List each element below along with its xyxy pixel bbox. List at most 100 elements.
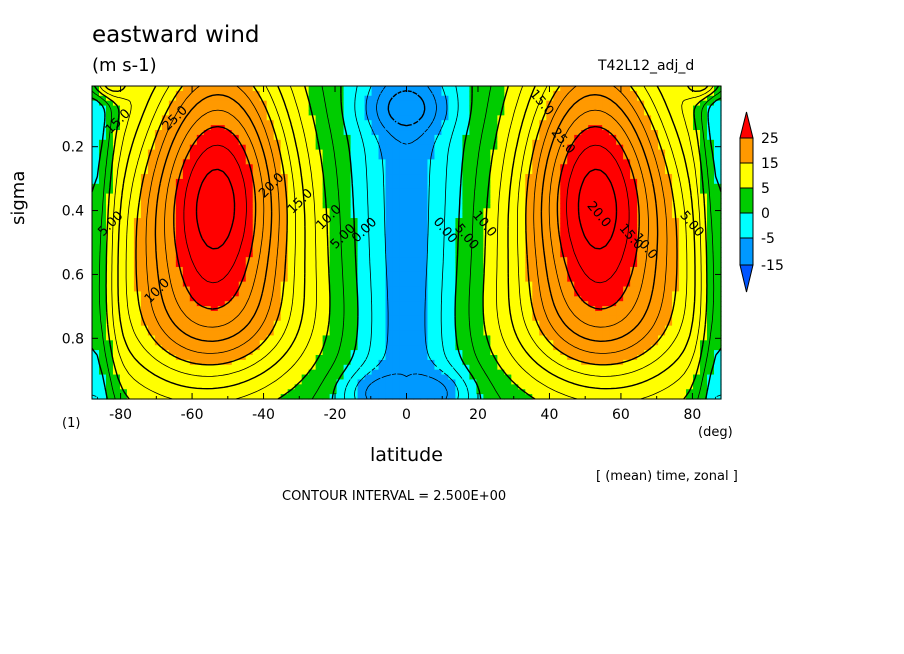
field-cell — [399, 130, 408, 136]
field-cell — [133, 164, 142, 170]
field-cell — [133, 354, 142, 361]
field-cell — [378, 364, 387, 371]
field-cell — [476, 291, 484, 297]
field-cell — [567, 281, 575, 288]
field-cell — [399, 374, 408, 381]
field-cell — [322, 149, 331, 156]
field-cell — [259, 232, 268, 239]
field-cell — [630, 227, 638, 234]
field-cell — [532, 335, 540, 341]
field-cell — [224, 242, 233, 248]
field-cell — [630, 247, 638, 253]
field-cell — [273, 134, 282, 141]
field-cell — [539, 301, 547, 307]
field-cell — [525, 115, 533, 121]
field-cell — [504, 139, 512, 146]
field-cell — [511, 178, 519, 185]
field-cell — [140, 350, 149, 356]
field-cell — [294, 159, 303, 165]
field-cell — [294, 315, 303, 322]
field-cell — [315, 252, 324, 258]
field-cell — [371, 139, 380, 146]
field-cell — [427, 262, 436, 268]
field-cell — [560, 369, 568, 376]
field-cell — [616, 95, 624, 102]
field-cell — [315, 286, 324, 293]
field-cell — [392, 149, 401, 156]
field-cell — [392, 262, 401, 268]
field-cell — [119, 120, 128, 126]
field-cell — [420, 257, 429, 263]
field-cell — [350, 193, 359, 200]
field-cell — [623, 394, 631, 400]
field-cell — [133, 310, 142, 317]
field-cell — [441, 257, 450, 263]
field-cell — [574, 247, 582, 253]
field-cell — [574, 286, 582, 293]
field-cell — [112, 159, 121, 165]
field-cell — [154, 198, 163, 204]
field-cell — [455, 271, 464, 278]
field-cell — [532, 86, 540, 92]
field-cell — [420, 134, 429, 141]
field-cell — [630, 218, 638, 224]
field-cell — [350, 154, 359, 160]
field-cell — [350, 310, 359, 317]
field-cell — [588, 149, 596, 156]
field-cell — [427, 115, 436, 121]
field-cell — [140, 315, 149, 322]
field-cell — [623, 164, 631, 170]
field-cell — [98, 325, 107, 332]
field-cell — [455, 266, 464, 273]
field-cell — [399, 384, 408, 390]
field-cell — [245, 257, 254, 263]
field-cell — [92, 394, 100, 400]
field-cell — [350, 183, 359, 190]
field-cell — [469, 164, 477, 170]
field-cell — [182, 193, 191, 200]
field-cell — [525, 310, 533, 317]
field-cell — [154, 306, 163, 312]
field-cell — [294, 350, 303, 356]
field-cell — [231, 169, 240, 175]
field-cell — [525, 257, 533, 263]
field-cell — [147, 218, 156, 224]
field-cell — [441, 125, 450, 131]
field-cell — [182, 90, 191, 97]
field-cell — [301, 188, 310, 195]
field-cell — [630, 130, 638, 136]
field-cell — [357, 384, 366, 390]
field-cell — [441, 218, 450, 224]
field-cell — [511, 208, 519, 214]
field-cell — [476, 115, 484, 121]
field-cell — [357, 335, 366, 341]
field-cell — [126, 276, 135, 283]
field-cell — [406, 394, 415, 400]
field-cell — [315, 174, 324, 180]
field-cell — [462, 281, 470, 288]
field-cell — [224, 389, 233, 395]
field-cell — [546, 266, 554, 273]
field-cell — [595, 227, 603, 234]
field-cell — [357, 325, 366, 332]
field-cell — [567, 296, 575, 302]
field-cell — [399, 354, 408, 361]
field-cell — [525, 188, 533, 195]
field-cell — [259, 169, 268, 175]
field-cell — [490, 208, 498, 214]
field-cell — [434, 291, 443, 297]
field-cell — [462, 276, 470, 283]
field-cell — [609, 291, 617, 297]
field-cell — [371, 169, 380, 175]
field-cell — [133, 257, 142, 263]
field-cell — [175, 144, 184, 151]
field-cell — [497, 271, 505, 278]
field-cell — [483, 281, 491, 288]
field-cell — [378, 281, 387, 288]
field-cell — [602, 139, 610, 146]
field-cell — [224, 320, 233, 327]
field-cell — [252, 315, 261, 322]
field-cell — [371, 178, 380, 185]
field-cell — [539, 218, 547, 224]
field-cell — [609, 262, 617, 268]
